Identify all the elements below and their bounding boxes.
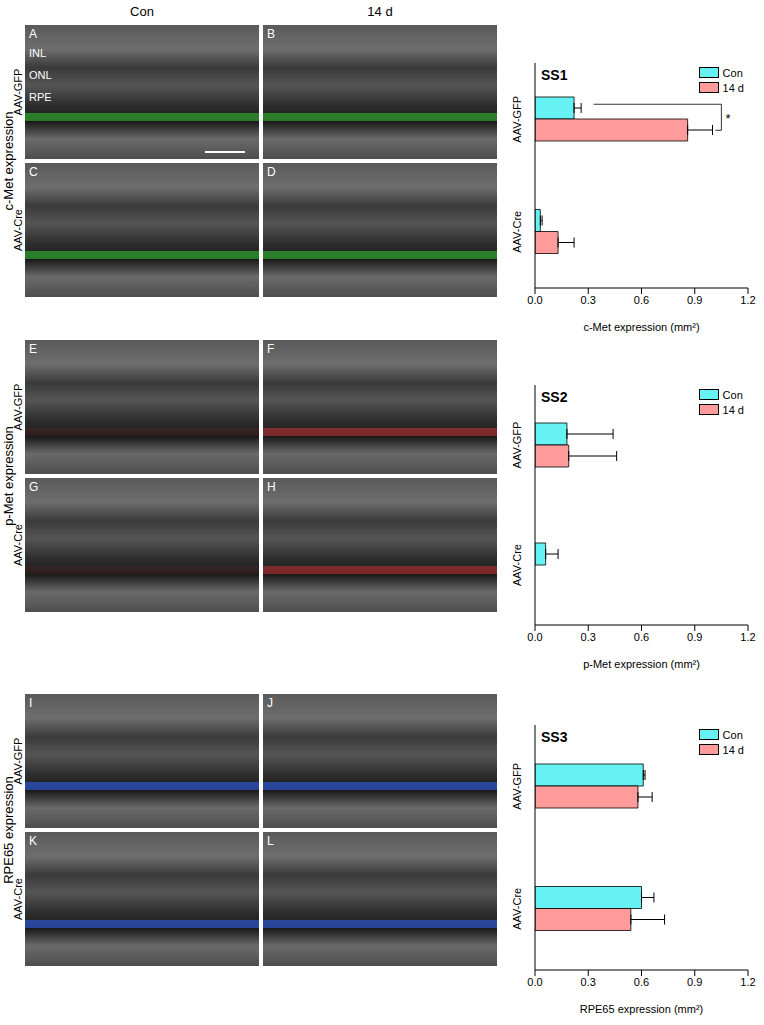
html-text:14 d: 14 d: [367, 4, 393, 19]
svg-text:AAV-Cre: AAV-Cre: [511, 888, 523, 930]
svg-text:1.2: 1.2: [740, 294, 755, 306]
svg-text:0.9: 0.9: [687, 976, 702, 988]
html-text:ONL: ONL: [29, 69, 52, 81]
html-text:A: A: [29, 27, 37, 41]
html-text:L: L: [267, 834, 274, 848]
svg-text:0.3: 0.3: [581, 631, 596, 643]
html-text:C: C: [29, 165, 38, 179]
html-text:AAV-GFP: AAV-GFP: [12, 68, 24, 116]
svg-text:0.9: 0.9: [687, 631, 702, 643]
html-text:H: H: [267, 480, 276, 494]
html-text:c-Met expression: c-Met expression: [0, 111, 16, 211]
svg-text:0.0: 0.0: [527, 976, 542, 988]
svg-text:0.3: 0.3: [581, 976, 596, 988]
svg-text:AAV-Cre: AAV-Cre: [511, 544, 523, 586]
svg-text:p-Met expression (mm²): p-Met expression (mm²): [583, 658, 700, 670]
html-text:AAV-Cre: AAV-Cre: [12, 209, 24, 251]
svg-text:AAV-Cre: AAV-Cre: [511, 211, 523, 253]
html-text:K: K: [29, 834, 37, 848]
html-text:AAV-Cre: AAV-Cre: [12, 878, 24, 920]
html-text:Con: Con: [722, 66, 743, 79]
html-text:SS1: SS1: [541, 67, 568, 83]
html-text:Con: Con: [722, 728, 743, 741]
html-text:J: J: [267, 696, 273, 710]
html-text:AAV-GFP: AAV-GFP: [12, 383, 24, 431]
html-text:RPE: RPE: [29, 91, 52, 103]
svg-text:1.2: 1.2: [740, 631, 755, 643]
html-text:14 d: 14 d: [722, 81, 744, 94]
svg-text:0.3: 0.3: [581, 294, 596, 306]
svg-text:0.9: 0.9: [687, 294, 702, 306]
html-text:D: D: [267, 165, 276, 179]
svg-text:c-Met expression (mm²): c-Met expression (mm²): [583, 321, 699, 333]
svg-text:0.0: 0.0: [527, 631, 542, 643]
svg-text:*: *: [725, 111, 730, 126]
html-text:E: E: [29, 342, 37, 356]
html-text:B: B: [267, 27, 275, 41]
svg-text:AAV-GFP: AAV-GFP: [511, 96, 523, 143]
svg-text:AAV-GFP: AAV-GFP: [511, 763, 523, 810]
html-text:p-Met expression: p-Met expression: [0, 426, 16, 526]
svg-text:0.0: 0.0: [527, 294, 542, 306]
html-text:G: G: [29, 480, 39, 494]
html-text:AAV-GFP: AAV-GFP: [12, 737, 24, 785]
html-text:INL: INL: [29, 47, 47, 59]
svg-text:0.6: 0.6: [634, 976, 649, 988]
svg-text:AAV-GFP: AAV-GFP: [511, 422, 523, 469]
html-text:Con: Con: [722, 388, 743, 401]
svg-text:1.2: 1.2: [740, 976, 755, 988]
html-text:14 d: 14 d: [722, 403, 744, 416]
svg-text:RPE65 expression (mm²): RPE65 expression (mm²): [580, 1003, 703, 1015]
svg-text:0.6: 0.6: [634, 631, 649, 643]
html-text:SS3: SS3: [541, 729, 568, 745]
html-text:14 d: 14 d: [722, 743, 744, 756]
html-text:F: F: [267, 342, 275, 356]
html-text:SS2: SS2: [541, 389, 568, 405]
html-text:RPE65 expression: RPE65 expression: [0, 776, 16, 884]
html-text:Con: Con: [130, 4, 154, 19]
html-text:AAV-Cre: AAV-Cre: [12, 524, 24, 566]
svg-text:0.6: 0.6: [634, 294, 649, 306]
html-text:I: I: [29, 696, 33, 710]
